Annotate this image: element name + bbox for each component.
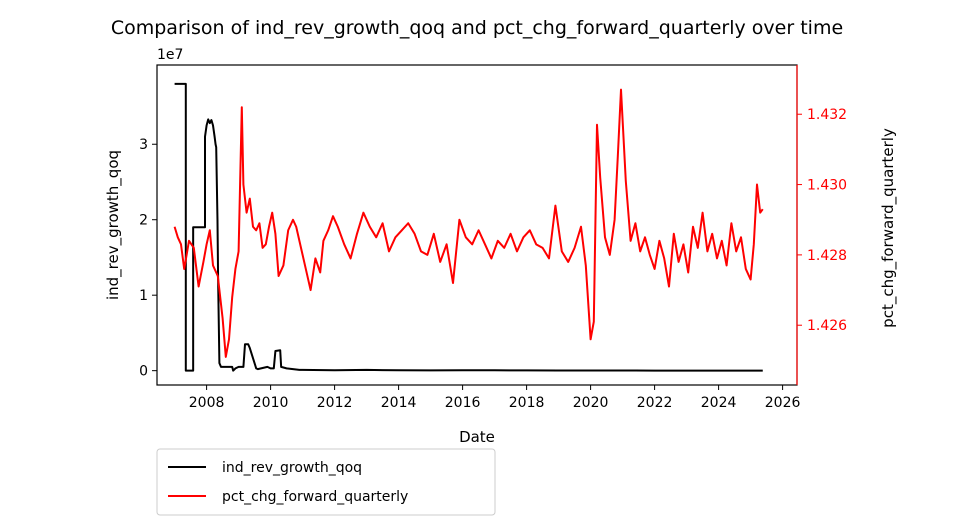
x-tick-label: 2008 xyxy=(189,395,225,411)
left-y-tick-label: 0 xyxy=(139,364,148,380)
legend-box xyxy=(156,448,496,516)
x-tick-label: 2022 xyxy=(637,395,673,411)
right-y-tick-label: 1.428 xyxy=(807,248,847,264)
series-layer xyxy=(173,82,764,372)
left-y-axis-title: ind_rev_growth_qoq xyxy=(104,150,123,300)
x-tick-label: 2010 xyxy=(253,395,289,411)
left-y-tick-label: 1 xyxy=(139,288,148,304)
x-tick-label: 2020 xyxy=(573,395,609,411)
legend-label-2: pct_chg_forward_quarterly xyxy=(222,489,408,505)
right-y-tick-label: 1.430 xyxy=(807,178,847,194)
left-y-axis-ticks: 0 1 2 3 xyxy=(139,137,157,380)
x-tick-label: 2018 xyxy=(509,395,545,411)
x-tick-label: 2014 xyxy=(381,395,417,411)
x-tick-label: 2026 xyxy=(765,395,801,411)
x-axis-title: Date xyxy=(459,428,495,446)
x-axis-ticks: 2008 2010 2012 2014 2016 2018 2020 2022 2024 2026 xyxy=(189,385,801,411)
left-axis-offset-text: 1e7 xyxy=(157,47,183,63)
right-y-axis-title: pct_chg_forward_quarterly xyxy=(879,128,898,328)
right-y-tick-label: 1.426 xyxy=(807,318,847,334)
x-tick-label: 2016 xyxy=(445,395,481,411)
left-y-tick-label: 3 xyxy=(139,137,148,153)
left-y-tick-label: 2 xyxy=(139,213,148,229)
x-tick-label: 2024 xyxy=(701,395,737,411)
right-y-tick-label: 1.432 xyxy=(807,107,847,123)
series-line-1 xyxy=(174,82,763,372)
series-line-2 xyxy=(173,88,764,358)
x-tick-label: 2012 xyxy=(317,395,353,411)
chart-title: Comparison of ind_rev_growth_qoq and pct… xyxy=(111,17,843,39)
right-y-axis-ticks: 1.426 1.428 1.430 1.432 xyxy=(797,107,847,334)
legend: ind_rev_growth_qoq pct_chg_forward_quart… xyxy=(156,448,496,516)
legend-label-1: ind_rev_growth_qoq xyxy=(222,460,362,476)
